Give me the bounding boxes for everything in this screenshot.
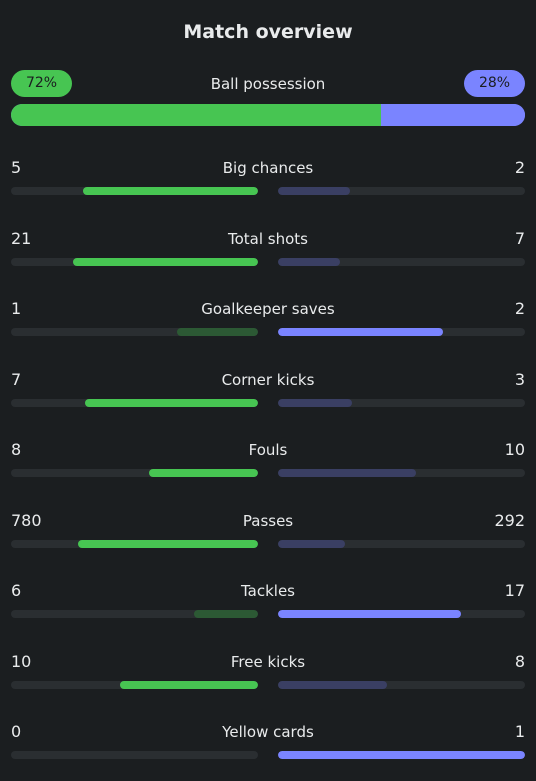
stat-row: 6 Tackles 17	[0, 581, 536, 625]
home-bar-track	[11, 680, 258, 689]
possession-bar	[11, 104, 525, 126]
home-value: 1	[11, 299, 22, 318]
away-value: 10	[504, 440, 525, 459]
away-bar-track	[278, 610, 525, 618]
home-bar-fill	[72, 257, 258, 266]
stat-row: 1 Goalkeeper saves 2	[0, 299, 536, 343]
home-value: 8	[11, 440, 22, 459]
home-bar-fill	[193, 610, 258, 618]
page-title: Match overview	[183, 21, 353, 43]
away-bar-fill	[278, 539, 345, 548]
home-possession-fill	[11, 104, 382, 126]
home-bar-fill	[82, 187, 258, 195]
stat-label: Total shots	[228, 229, 308, 248]
stat-label: Big chances	[222, 159, 314, 177]
home-possession-badge: 72%	[11, 70, 72, 97]
home-bar-fill	[149, 469, 258, 477]
away-bar-fill	[278, 398, 353, 407]
away-bar-fill	[278, 751, 525, 759]
away-bar-track	[278, 328, 525, 336]
stat-label: Corner kicks	[221, 370, 315, 389]
away-value: 2	[514, 299, 525, 318]
home-value: 21	[11, 228, 32, 248]
home-value: 6	[11, 581, 22, 600]
away-bar-track	[278, 398, 525, 407]
away-value: 2	[514, 158, 525, 177]
home-bar-fill	[85, 398, 258, 407]
away-bar-track	[278, 257, 525, 266]
home-bar-track	[11, 257, 258, 266]
away-bar-fill	[278, 328, 444, 336]
away-value: 7	[514, 228, 525, 248]
away-bar-fill	[278, 610, 461, 618]
stat-row: 21 Total shots 7	[0, 229, 536, 273]
away-possession-badge: 28%	[464, 70, 525, 97]
away-bar-fill	[278, 187, 350, 195]
stat-row: 5 Big chances 2	[0, 158, 536, 202]
possession-label: Ball possession	[210, 75, 326, 93]
home-bar-fill	[176, 328, 258, 336]
away-possession-fill	[381, 104, 525, 126]
stat-label: Goalkeeper saves	[201, 300, 335, 318]
away-value: 3	[514, 369, 525, 389]
away-bar-track	[278, 469, 525, 477]
stat-label: Fouls	[248, 441, 288, 459]
home-bar-fill	[119, 680, 258, 689]
away-bar-fill	[278, 469, 417, 477]
home-bar-fill	[77, 539, 258, 548]
stat-label: Yellow cards	[222, 723, 314, 741]
stat-label: Tackles	[240, 582, 296, 600]
home-bar-track	[11, 539, 258, 548]
home-bar-track	[11, 398, 258, 407]
stat-row: 7 Corner kicks 3	[0, 370, 536, 414]
home-bar-track	[11, 328, 258, 336]
home-bar-track	[11, 751, 258, 759]
stat-row: 10 Free kicks 8	[0, 652, 536, 696]
away-bar-track	[278, 539, 525, 548]
away-bar-track	[278, 187, 525, 195]
stat-label: Free kicks	[230, 652, 306, 671]
home-bar-track	[11, 469, 258, 477]
stat-row: 780 Passes 292	[0, 511, 536, 555]
stat-label: Passes	[242, 511, 294, 530]
away-value: 8	[514, 651, 525, 671]
away-value: 1	[514, 722, 525, 741]
home-value: 780	[11, 510, 42, 530]
away-value: 17	[504, 581, 525, 600]
away-bar-track	[278, 680, 525, 689]
stat-row: 0 Yellow cards 1	[0, 722, 536, 766]
away-bar-fill	[278, 680, 387, 689]
home-value: 7	[11, 369, 22, 389]
stat-row: 8 Fouls 10	[0, 440, 536, 484]
home-value: 5	[11, 158, 22, 177]
away-value: 292	[494, 510, 525, 530]
home-bar-track	[11, 610, 258, 618]
away-bar-fill	[278, 257, 340, 266]
home-value: 10	[11, 651, 32, 671]
away-bar-track	[278, 751, 525, 759]
home-value: 0	[11, 722, 22, 741]
home-bar-track	[11, 187, 258, 195]
